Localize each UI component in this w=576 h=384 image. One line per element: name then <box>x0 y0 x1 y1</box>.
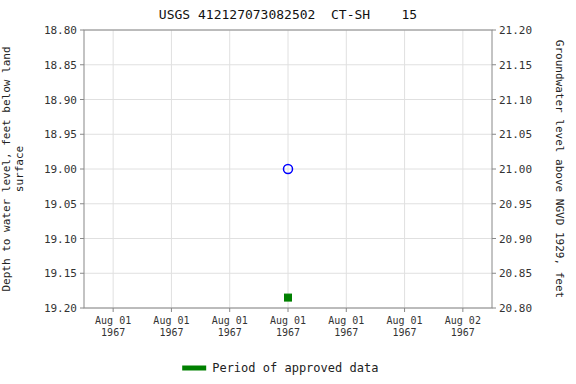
tick-label: 21.05 <box>499 128 532 141</box>
tick <box>80 134 84 135</box>
tick-label: 21.00 <box>499 163 532 176</box>
grid <box>84 30 492 308</box>
tick <box>492 273 496 274</box>
tick-label: 21.20 <box>499 24 532 37</box>
tick-label: 20.80 <box>499 302 532 315</box>
tick <box>80 308 84 309</box>
grid-line <box>229 30 230 308</box>
tick-label: Aug 021967 <box>445 315 481 338</box>
tick <box>288 308 289 312</box>
y-axis: 18.80 18.85 18.90 18.95 19.00 19.05 19.10 19.15… <box>44 24 84 315</box>
tick <box>80 64 84 65</box>
tick-label: 20.85 <box>499 267 532 280</box>
tick-label: 21.15 <box>499 59 532 72</box>
tick <box>404 308 405 312</box>
axis-title: Groundwater level above NGVD 1929, feet <box>553 40 566 298</box>
y2-axis: 20.80 20.85 20.90 20.95 21.00 21.05 21.10 21.15… <box>492 24 532 315</box>
tick-label: 21.10 <box>499 94 532 107</box>
grid-line <box>288 30 289 308</box>
legend-swatch <box>182 366 206 371</box>
tick-label: 19.15 <box>44 267 77 280</box>
plot-frame <box>84 30 492 308</box>
grid-line <box>404 30 405 308</box>
tick-label: 20.90 <box>499 233 532 246</box>
tick-label: Aug 011967 <box>387 315 423 338</box>
tick <box>492 99 496 100</box>
tick <box>492 308 496 309</box>
tick <box>113 308 114 312</box>
tick <box>346 308 347 312</box>
tick-label: 19.20 <box>44 302 77 315</box>
tick-label: 19.10 <box>44 233 77 246</box>
tick <box>462 308 463 312</box>
tick-label: 19.00 <box>44 163 77 176</box>
tick-label: Aug 011967 <box>212 315 248 338</box>
tick-label: Aug 011967 <box>95 315 131 338</box>
tick <box>492 203 496 204</box>
tick <box>492 30 496 31</box>
grid-line <box>171 30 172 308</box>
x-axis: Aug 011967 Aug 011967 Aug 011967 Aug 011967… <box>95 308 481 338</box>
tick <box>492 238 496 239</box>
tick-label: 19.05 <box>44 198 77 211</box>
tick-label: Aug 011967 <box>270 315 306 338</box>
legend-label: Period of approved data <box>212 361 378 375</box>
tick <box>492 169 496 170</box>
tick <box>492 64 496 65</box>
tick <box>80 238 84 239</box>
background <box>0 0 576 384</box>
point <box>284 165 293 174</box>
tick-label: 18.85 <box>44 59 77 72</box>
tick <box>80 203 84 204</box>
point <box>285 294 292 301</box>
tick <box>171 308 172 312</box>
tick <box>492 134 496 135</box>
title: USGS 412127073082502 CT-SH 15 <box>159 7 417 22</box>
grid-line <box>462 30 463 308</box>
tick-label: Aug 011967 <box>153 315 189 338</box>
marks <box>284 165 293 302</box>
tick <box>80 169 84 170</box>
grid-line <box>113 30 114 308</box>
tick-label: Aug 011967 <box>328 315 364 338</box>
tick-label: 18.95 <box>44 128 77 141</box>
tick <box>229 308 230 312</box>
tick-label: 18.90 <box>44 94 77 107</box>
tick-label: 18.80 <box>44 24 77 37</box>
chart: 18.80 18.85 18.90 18.95 19.00 19.05 19.10 19.15… <box>0 0 576 384</box>
tick <box>80 99 84 100</box>
tick <box>80 30 84 31</box>
tick-label: 20.95 <box>499 198 532 211</box>
legend: Period of approved data <box>182 361 378 375</box>
axis-title: Depth to water level, feet below landsur… <box>0 46 26 291</box>
grid-line <box>346 30 347 308</box>
tick <box>80 273 84 274</box>
